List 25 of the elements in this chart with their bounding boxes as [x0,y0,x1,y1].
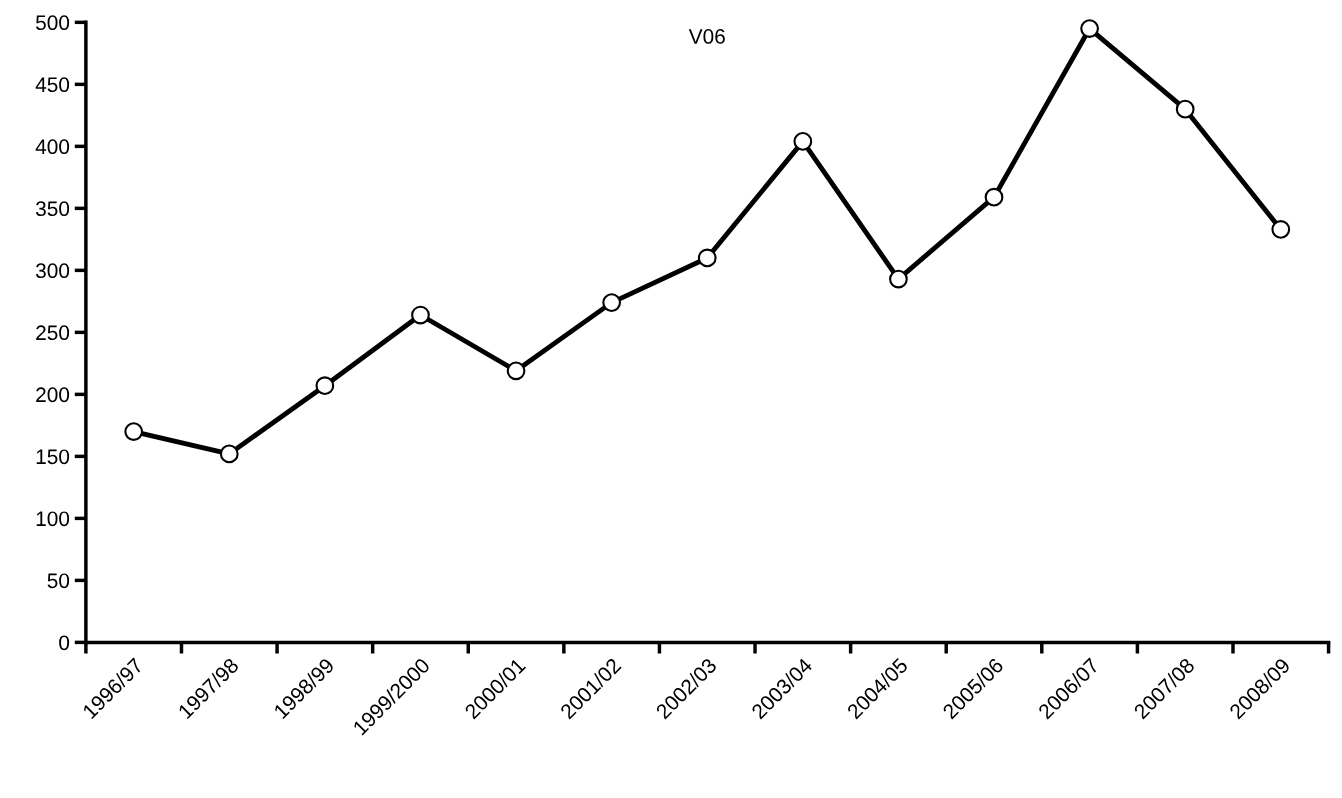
y-tick-label: 450 [35,77,70,93]
point [506,361,526,381]
point [889,269,908,289]
point [219,444,239,464]
point [1080,19,1099,38]
y-tick-label: 150 [36,449,70,465]
point [602,293,622,312]
y-tick-label: 400 [35,139,70,155]
point [124,422,144,441]
y-tick-label: 100 [36,511,70,527]
point [411,305,430,325]
y-tick-label: 250 [36,325,70,341]
y-tick-label: 200 [36,387,70,403]
point [1271,220,1291,239]
point [697,248,717,268]
chart-title: V06 [688,29,725,44]
point [793,132,813,151]
y-tick-label: 500 [35,15,70,31]
point [984,187,1004,207]
y-tick-label: 350 [35,201,70,217]
y-tick-label: 300 [35,263,70,279]
point [315,376,335,396]
y-tick-label: 50 [47,573,70,589]
y-tick-label: 0 [59,635,70,651]
point [1175,99,1195,119]
